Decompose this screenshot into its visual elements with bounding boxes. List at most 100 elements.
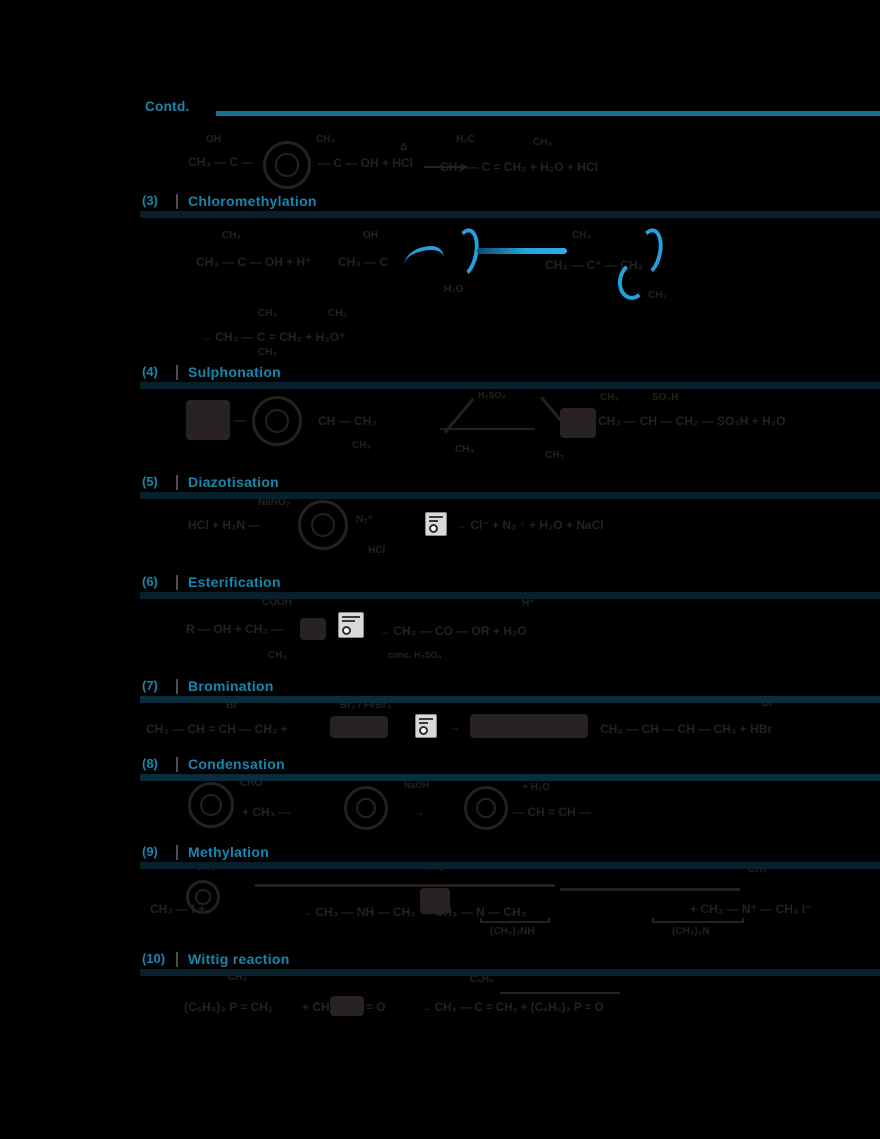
ring-inner-circle — [475, 797, 497, 819]
header-underline — [140, 211, 880, 218]
section-header: (7) Bromination — [140, 678, 880, 703]
placeholder-line — [419, 722, 428, 724]
structure-blob — [330, 716, 388, 738]
section-number: (5) — [142, 474, 158, 489]
formula-text: H₂C — [456, 134, 475, 145]
formula-text: → Cl⁻ + N₂ ↑ + H₂O + NaCl — [455, 518, 604, 532]
formula-text: SO₃H — [652, 392, 679, 403]
contd-label: Contd. — [145, 99, 190, 114]
structure-blob — [470, 714, 588, 738]
section-title: Chloromethylation — [188, 193, 317, 209]
section-header: (3) Chloromethylation — [140, 193, 880, 218]
formula-text: → — [412, 804, 425, 819]
formula-text: conc. H₂SO₄ — [388, 650, 442, 660]
placeholder-circle — [342, 626, 351, 635]
formula-text: — — [234, 413, 246, 427]
divider — [176, 194, 178, 209]
formula-text: CH₃ — CH — CH — CH₃ + HBr — [600, 722, 773, 736]
formula-text: — CH = CH — — [512, 805, 592, 819]
ring-inner-circle — [275, 153, 299, 177]
section-header: (4) Sulphonation — [140, 364, 880, 389]
ring-inner-circle — [355, 797, 377, 819]
header-underline — [140, 382, 880, 389]
formula-text: CH₃ — [316, 134, 336, 145]
curly-arrow-icon — [631, 225, 667, 279]
section-title: Wittig reaction — [188, 951, 290, 967]
image-placeholder-icon — [425, 512, 447, 536]
structure-blob — [330, 996, 364, 1016]
formula-text: CH₃ — I + — [150, 902, 206, 916]
section-header: (5) Diazotisation — [140, 474, 880, 499]
divider — [176, 679, 178, 694]
formula-text: Δ — [400, 142, 408, 153]
top-rule — [216, 111, 880, 116]
section-header: (8) Condensation — [140, 756, 880, 781]
formula-text: → CH₃ — NH — CH₃ → CH₃ — N — CH₃ — [300, 905, 527, 919]
section-number: (9) — [142, 844, 158, 859]
benzene-ring — [252, 396, 302, 446]
divider — [176, 365, 178, 380]
underbrace — [480, 918, 550, 923]
section-title: Diazotisation — [188, 474, 280, 490]
formula-text: CH₃ — C = CH₂ + H₂O + HCl — [440, 160, 598, 174]
bond-line — [500, 992, 620, 994]
divider — [176, 575, 178, 590]
formula-text: → CH₃ — C = CH₂ + (C₆H₅)₃ P = O — [420, 1002, 604, 1014]
formula-text: (CH₃)₃N — [672, 926, 710, 937]
benzene-ring — [263, 141, 311, 189]
formula-text: CH₃ — [268, 650, 288, 661]
bond-line-diagonal — [443, 398, 475, 434]
section-header: (6) Esterification — [140, 574, 880, 599]
divider — [176, 952, 178, 967]
formula-text: H₂O — [444, 284, 464, 295]
benzene-ring — [464, 786, 508, 830]
ring-inner-circle — [310, 512, 336, 538]
section-title: Sulphonation — [188, 364, 282, 380]
header-underline — [140, 862, 880, 869]
placeholder-line — [419, 718, 433, 720]
bond-line — [255, 884, 555, 887]
section-number: (6) — [142, 574, 158, 589]
formula-text: CH₃ — CH = CH — CH₃ + — [146, 722, 288, 736]
formula-text: HCl + H₂N — — [188, 518, 261, 532]
formula-text: + CH₃ — — [242, 805, 291, 819]
placeholder-line — [342, 616, 360, 618]
placeholder-line — [342, 620, 355, 622]
formula-text: CH₃ — [533, 137, 553, 148]
divider — [176, 845, 178, 860]
benzene-ring — [188, 782, 234, 828]
placeholder-circle — [419, 726, 428, 735]
formula-text: CH₃ — [258, 308, 278, 319]
section-number: (3) — [142, 193, 158, 208]
section-title: Methylation — [188, 844, 270, 860]
section-number: (10) — [142, 951, 166, 966]
formula-text: CH₃ — C — — [188, 155, 254, 169]
section-header: (9) Methylation — [140, 844, 880, 869]
formula-text: CH₃ — [545, 450, 565, 461]
formula-text: N₂⁺ — [356, 514, 373, 525]
section-number: (7) — [142, 678, 158, 693]
formula-text: (CH₃)₂NH — [490, 926, 535, 937]
formula-text: H⁺ — [522, 598, 535, 609]
header-underline — [140, 774, 880, 781]
curly-arrow-icon — [447, 225, 483, 281]
formula-text: CH₃ — C — OH + H⁺ — [196, 255, 312, 269]
header-underline — [140, 492, 880, 499]
formula-text: CH₃ — C⁺ — CH₃ — [545, 258, 644, 272]
header-underline — [140, 969, 880, 976]
section-title: Bromination — [188, 678, 274, 694]
image-placeholder-icon — [415, 714, 437, 738]
formula-text: — C — OH + HCl — [318, 156, 414, 170]
header-underline — [140, 696, 880, 703]
electron-push-arrow-blue — [477, 248, 567, 254]
placeholder-circle — [429, 524, 438, 533]
arrow-head — [461, 163, 468, 171]
reaction-arrow — [424, 163, 468, 171]
bond-line — [560, 888, 740, 891]
section-number: (4) — [142, 364, 158, 379]
formula-text: CH₃ — [352, 440, 372, 451]
placeholder-line — [429, 520, 438, 522]
underbrace — [652, 918, 744, 923]
formula-text: CH₃ — [222, 230, 242, 241]
